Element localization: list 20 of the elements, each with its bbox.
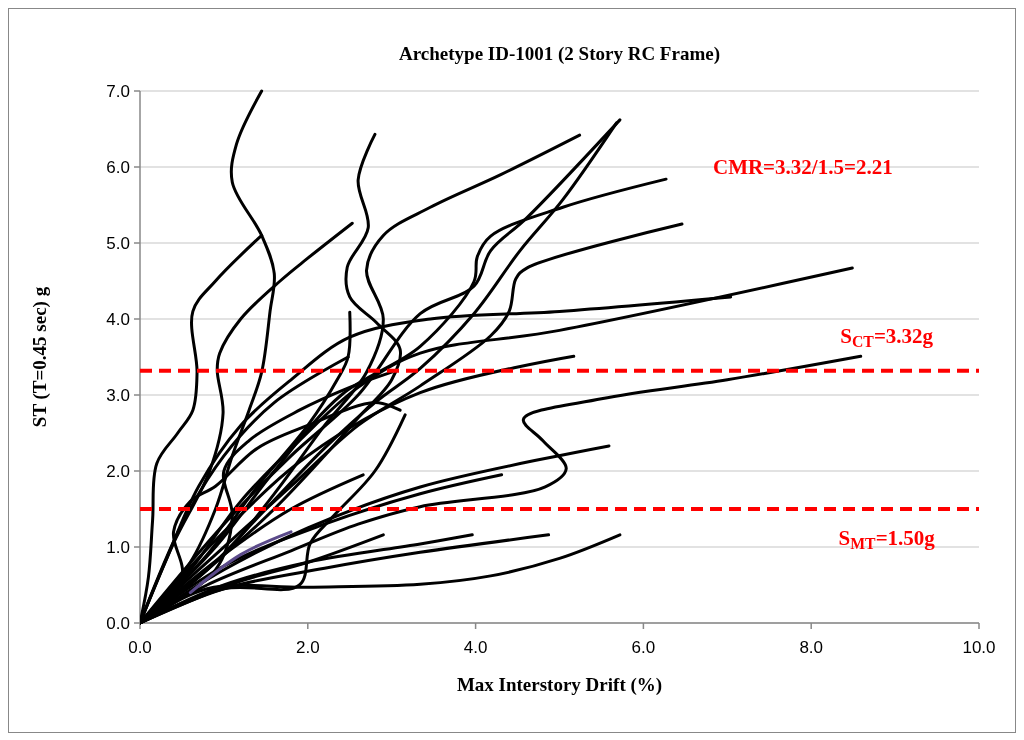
y-tick-label: 1.0 <box>106 537 130 557</box>
y-tick-label: 4.0 <box>106 309 130 329</box>
x-tick-label: 6.0 <box>631 638 656 657</box>
chart-title: Archetype ID-1001 (2 Story RC Frame) <box>399 43 720 65</box>
x-tick-label: 8.0 <box>799 638 824 657</box>
x-tick-label: 10.0 <box>962 638 996 657</box>
annotation: CMR=3.32/1.5=2.21 <box>712 155 893 179</box>
y-tick-label: 0.0 <box>106 613 130 633</box>
ref-line-label: S$_{MT}$=1.50g <box>838 526 936 552</box>
x-tick-label: 2.0 <box>295 638 320 657</box>
y-tick-label: 2.0 <box>106 461 130 481</box>
y-tick-label: 3.0 <box>106 385 130 405</box>
y-tick-label: 7.0 <box>106 81 130 101</box>
x-tick-label: 0.0 <box>128 638 152 657</box>
x-axis-title: Max Interstory Drift (%) <box>456 674 663 696</box>
y-tick-label: 6.0 <box>106 157 130 177</box>
y-axis-title: ST (T=0.45 sec) g <box>29 286 51 428</box>
x-tick-label: 4.0 <box>463 638 488 657</box>
y-tick-label: 5.0 <box>106 233 130 253</box>
ref-line-label: S$_{CT}$=3.32g <box>840 323 934 350</box>
